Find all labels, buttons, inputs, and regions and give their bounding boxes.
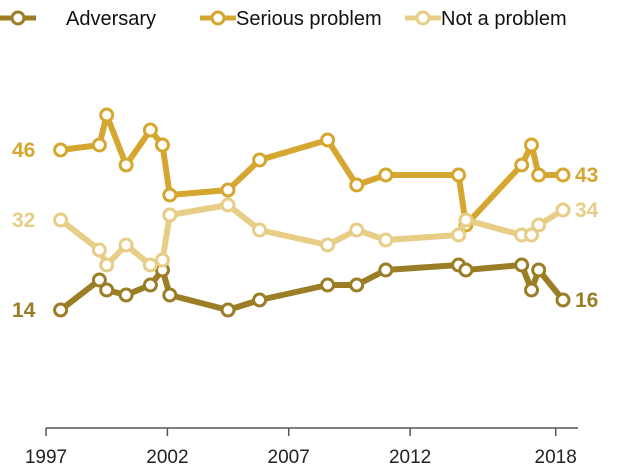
data-point [378, 262, 394, 278]
legend-marker [10, 10, 26, 26]
x-tick-label: 2018 [535, 447, 577, 468]
start-value-label: 14 [12, 299, 36, 322]
legend-marker [210, 10, 226, 26]
data-point [220, 302, 236, 318]
data-point [458, 212, 474, 228]
legend-label: Serious problem [236, 8, 382, 30]
series-layer [53, 107, 571, 318]
data-point [524, 227, 539, 243]
series-line [57, 202, 566, 268]
data-point [53, 302, 69, 318]
data-point [458, 262, 474, 278]
data-point [252, 152, 268, 168]
series-line [57, 262, 566, 313]
data-point [142, 277, 158, 293]
data-point [220, 197, 236, 213]
data-point [378, 232, 394, 248]
data-point [531, 167, 547, 183]
data-point [252, 292, 268, 308]
series-1 [53, 107, 571, 233]
legend-item: Not a problem [405, 8, 567, 30]
data-labels: 14 16 46 43 32 34 [12, 139, 599, 322]
chart-legend: Adversary Serious problem Not a problem [0, 8, 567, 30]
x-tick-label: 2002 [146, 447, 188, 468]
data-point [514, 157, 530, 173]
data-point [118, 287, 134, 303]
data-point [451, 167, 467, 183]
data-point [524, 137, 539, 153]
data-point [53, 212, 69, 228]
data-point [320, 277, 336, 293]
data-point [320, 132, 336, 148]
x-tick-label: 2007 [268, 447, 310, 468]
legend-marker [415, 10, 431, 26]
data-point [162, 207, 178, 223]
legend-label: Not a problem [441, 8, 567, 30]
start-value-label: 32 [12, 209, 35, 232]
series-line [57, 112, 566, 228]
data-point [524, 282, 539, 298]
start-value-label: 46 [12, 139, 35, 162]
data-point [451, 227, 467, 243]
data-point [53, 142, 69, 158]
legend-label: Adversary [66, 8, 156, 30]
end-value-label: 16 [575, 289, 598, 312]
data-point [320, 237, 336, 253]
data-point [118, 157, 134, 173]
data-point [91, 137, 107, 153]
data-point [155, 252, 170, 268]
series-2 [53, 197, 571, 273]
data-point [349, 222, 365, 238]
data-point [99, 257, 115, 273]
end-value-label: 34 [575, 199, 599, 222]
end-value-label: 43 [575, 164, 598, 187]
x-tick-label: 1997 [25, 447, 67, 468]
data-point [514, 257, 530, 273]
data-point [220, 182, 236, 198]
x-axis: 1997 2002 2007 2012 2018 [25, 427, 578, 468]
data-point [162, 287, 178, 303]
data-point [142, 122, 158, 138]
data-point [555, 292, 571, 308]
data-point [555, 202, 571, 218]
data-point [142, 257, 158, 273]
data-point [252, 222, 268, 238]
data-point [349, 277, 365, 293]
legend-item: Adversary [0, 8, 156, 30]
data-point [155, 137, 170, 153]
data-point [531, 262, 547, 278]
data-point [99, 282, 115, 298]
legend-item: Serious problem [200, 8, 382, 30]
data-point [99, 107, 115, 123]
x-tick-label: 2012 [389, 447, 431, 468]
data-point [118, 237, 134, 253]
data-point [349, 177, 365, 193]
data-point [91, 242, 107, 258]
data-point [162, 187, 178, 203]
data-point [378, 167, 394, 183]
data-point [91, 272, 107, 288]
data-point [555, 167, 571, 183]
data-point [531, 217, 547, 233]
series-0 [53, 257, 571, 318]
